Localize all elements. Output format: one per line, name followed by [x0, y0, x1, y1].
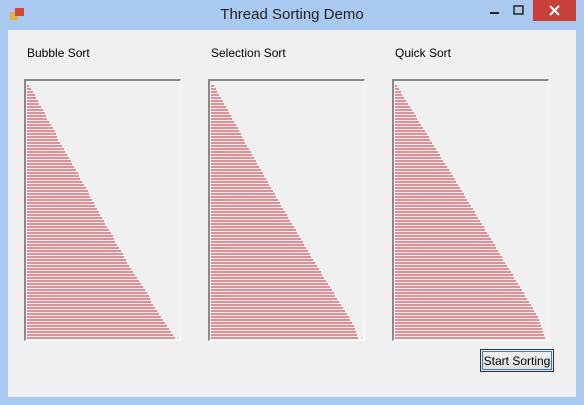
bars: [395, 85, 545, 339]
bars: [211, 85, 358, 339]
sort-panel: [392, 79, 549, 341]
sort-label: Bubble Sort: [27, 46, 90, 60]
client-area: Bubble Sort Selection Sort Quick Sort Start…: [8, 30, 576, 397]
sort-label: Quick Sort: [395, 46, 452, 60]
sort-panel: [24, 79, 181, 341]
sort-panel: [208, 79, 365, 341]
app-icon: [10, 8, 24, 20]
window-controls[interactable]: [480, 0, 584, 21]
bars: [27, 85, 175, 339]
window-title: Thread Sorting Demo: [220, 6, 364, 23]
sort-label: Selection Sort: [211, 46, 286, 60]
start-button[interactable]: Start Sorting: [480, 349, 554, 372]
